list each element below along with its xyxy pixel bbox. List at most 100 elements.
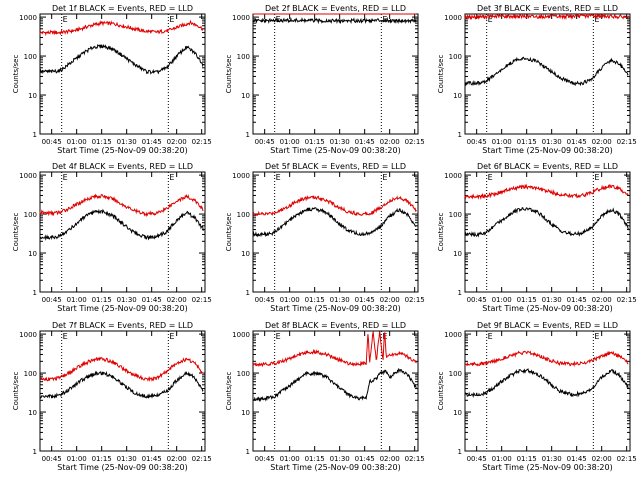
- y-tick-label: 1000: [232, 14, 250, 22]
- x-axis-label: Start Time (25-Nov-09 00:38:20): [57, 463, 187, 472]
- chart-title: Det 3f BLACK = Events, RED = LLD: [477, 4, 618, 13]
- y-axis-label: Counts/sec: [437, 55, 445, 94]
- x-tick-label: 02:15: [192, 455, 212, 463]
- x-tick-label: 01:00: [492, 296, 512, 304]
- x-tick-label: 00:45: [42, 296, 62, 304]
- x-tick-label: 00:45: [467, 296, 487, 304]
- eclipse-marker: E: [594, 332, 599, 341]
- chart-panel-5: Det 5f BLACK = Events, RED = LLD 1 10 100 10…: [225, 162, 425, 313]
- chart-title: Det 2f BLACK = Events, RED = LLD: [265, 4, 406, 13]
- y-tick-label: 1: [458, 131, 462, 139]
- x-tick-label: 01:45: [142, 138, 162, 146]
- chart-title: Det 4f BLACK = Events, RED = LLD: [52, 162, 193, 171]
- plot-frame: [252, 171, 419, 293]
- x-tick-label: 01:00: [67, 455, 87, 463]
- y-tick-label: 1000: [444, 331, 462, 339]
- lld-series-line: [39, 356, 204, 382]
- x-tick-label: 02:15: [405, 296, 425, 304]
- x-tick-label: 01:30: [330, 138, 350, 146]
- y-tick-label: 1: [246, 131, 250, 139]
- chart-panel-7: Det 7f BLACK = Events, RED = LLD 1 10 100 10…: [12, 321, 212, 472]
- y-tick-label: 1: [458, 289, 462, 297]
- chart-title: Det 6f BLACK = Events, RED = LLD: [477, 162, 618, 171]
- y-tick-label: 1: [246, 289, 250, 297]
- y-tick-label: 1000: [232, 172, 250, 180]
- x-axis-label: Start Time (25-Nov-09 00:38:20): [270, 463, 400, 472]
- events-series-line: [464, 207, 629, 238]
- y-tick-label: 100: [237, 370, 250, 378]
- y-axis-label: Counts/sec: [12, 55, 20, 94]
- plot-frame: [464, 330, 631, 452]
- y-tick-label: 10: [453, 92, 462, 100]
- x-tick-label: 01:45: [142, 296, 162, 304]
- y-tick-label: 10: [241, 250, 250, 258]
- plot-frame: [252, 330, 419, 452]
- x-tick-label: 01:15: [517, 455, 537, 463]
- x-axis-label: Start Time (25-Nov-09 00:38:20): [270, 146, 400, 155]
- lld-series-line: [252, 331, 417, 368]
- x-tick-label: 01:45: [567, 296, 587, 304]
- events-series-line: [252, 16, 417, 25]
- events-series-line: [252, 367, 417, 403]
- chart-panel-4: Det 4f BLACK = Events, RED = LLD 1 10 100 10…: [12, 162, 212, 313]
- x-tick-label: 01:45: [567, 455, 587, 463]
- y-tick-label: 1000: [19, 172, 37, 180]
- y-tick-label: 1000: [232, 331, 250, 339]
- x-tick-label: 02:15: [617, 138, 637, 146]
- x-tick-label: 01:45: [355, 455, 375, 463]
- x-tick-label: 01:15: [517, 138, 537, 146]
- events-series-line: [464, 368, 629, 398]
- plot-frame: [39, 13, 206, 135]
- eclipse-marker: E: [63, 173, 68, 182]
- lld-series-line: [464, 350, 629, 368]
- plot-frame: [39, 171, 206, 293]
- x-tick-label: 02:00: [380, 296, 400, 304]
- chart-panel-1: Det 1f BLACK = Events, RED = LLD 1 10 100 10…: [12, 4, 212, 155]
- eclipse-marker: E: [169, 173, 174, 182]
- x-axis-label: Start Time (25-Nov-09 00:38:20): [482, 304, 612, 313]
- y-tick-label: 10: [28, 409, 37, 417]
- x-tick-label: 01:30: [542, 455, 562, 463]
- plot-frame: [252, 13, 419, 135]
- y-tick-label: 100: [237, 211, 250, 219]
- y-tick-label: 100: [449, 211, 462, 219]
- x-axis-label: Start Time (25-Nov-09 00:38:20): [482, 463, 612, 472]
- lld-series-line: [39, 19, 204, 37]
- chart-title: Det 5f BLACK = Events, RED = LLD: [265, 162, 406, 171]
- x-tick-label: 02:00: [167, 455, 187, 463]
- eclipse-marker: E: [63, 332, 68, 341]
- x-tick-label: 02:00: [592, 455, 612, 463]
- x-tick-label: 01:45: [567, 138, 587, 146]
- y-axis-label: Counts/sec: [225, 213, 233, 252]
- plot-frame: [39, 330, 206, 452]
- x-tick-label: 01:30: [330, 296, 350, 304]
- y-tick-label: 100: [449, 370, 462, 378]
- x-tick-label: 01:15: [92, 296, 112, 304]
- y-tick-label: 10: [241, 92, 250, 100]
- y-tick-label: 100: [24, 370, 37, 378]
- x-tick-label: 02:15: [617, 296, 637, 304]
- x-tick-label: 01:30: [330, 455, 350, 463]
- chart-panel-8: Det 8f BLACK = Events, RED = LLD 1 10 100 10…: [225, 321, 425, 472]
- x-tick-label: 02:00: [592, 296, 612, 304]
- x-tick-label: 01:15: [305, 455, 325, 463]
- chart-title: Det 7f BLACK = Events, RED = LLD: [52, 321, 193, 330]
- y-tick-label: 10: [453, 250, 462, 258]
- y-tick-label: 1000: [444, 14, 462, 22]
- x-tick-label: 01:45: [355, 138, 375, 146]
- y-tick-label: 1: [33, 289, 37, 297]
- x-tick-label: 01:00: [280, 296, 300, 304]
- chart-title: Det 8f BLACK = Events, RED = LLD: [265, 321, 406, 330]
- x-tick-label: 01:45: [355, 296, 375, 304]
- chart-title: Det 9f BLACK = Events, RED = LLD: [477, 321, 618, 330]
- x-tick-label: 01:30: [117, 296, 137, 304]
- y-tick-label: 1: [246, 448, 250, 456]
- x-tick-label: 02:00: [592, 138, 612, 146]
- x-tick-label: 01:00: [67, 296, 87, 304]
- y-tick-label: 10: [241, 409, 250, 417]
- y-tick-label: 1000: [19, 331, 37, 339]
- x-tick-label: 00:45: [467, 138, 487, 146]
- y-axis-label: Counts/sec: [12, 372, 20, 411]
- eclipse-marker: E: [488, 332, 493, 341]
- x-tick-label: 01:15: [92, 455, 112, 463]
